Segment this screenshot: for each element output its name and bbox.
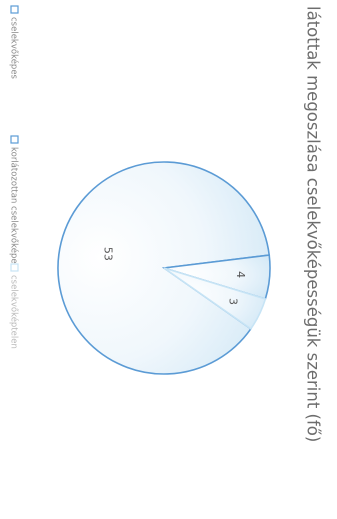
legend-label-3: cselekvőképtelen xyxy=(9,275,20,349)
legend-item-1: cselekvőképes xyxy=(9,5,20,80)
legend-item-3: cselekvőképtelen xyxy=(9,263,20,349)
legend-swatch-3 xyxy=(10,263,19,272)
legend-swatch-1 xyxy=(10,5,19,14)
legend-swatch-2 xyxy=(10,135,19,144)
data-labels: 53 4 3 xyxy=(101,247,247,305)
data-label-1: 53 xyxy=(101,247,114,261)
legend: cselekvőképes korlátozottan cselekvőképes… xyxy=(9,5,20,349)
legend-label-2: korlátozottan cselekvőképes xyxy=(9,147,20,269)
pie-slice-1 xyxy=(57,161,271,375)
pie-slice-3 xyxy=(163,267,267,330)
legend-label-1: cselekvőképes xyxy=(9,17,20,80)
data-label-3: 3 xyxy=(227,298,240,305)
legend-item-2: korlátozottan cselekvőképes xyxy=(9,135,20,269)
pie-slices xyxy=(57,161,271,375)
data-label-2: 4 xyxy=(234,271,247,278)
chart-title: látottak megoszlása cselekvőképességük s… xyxy=(304,6,323,442)
